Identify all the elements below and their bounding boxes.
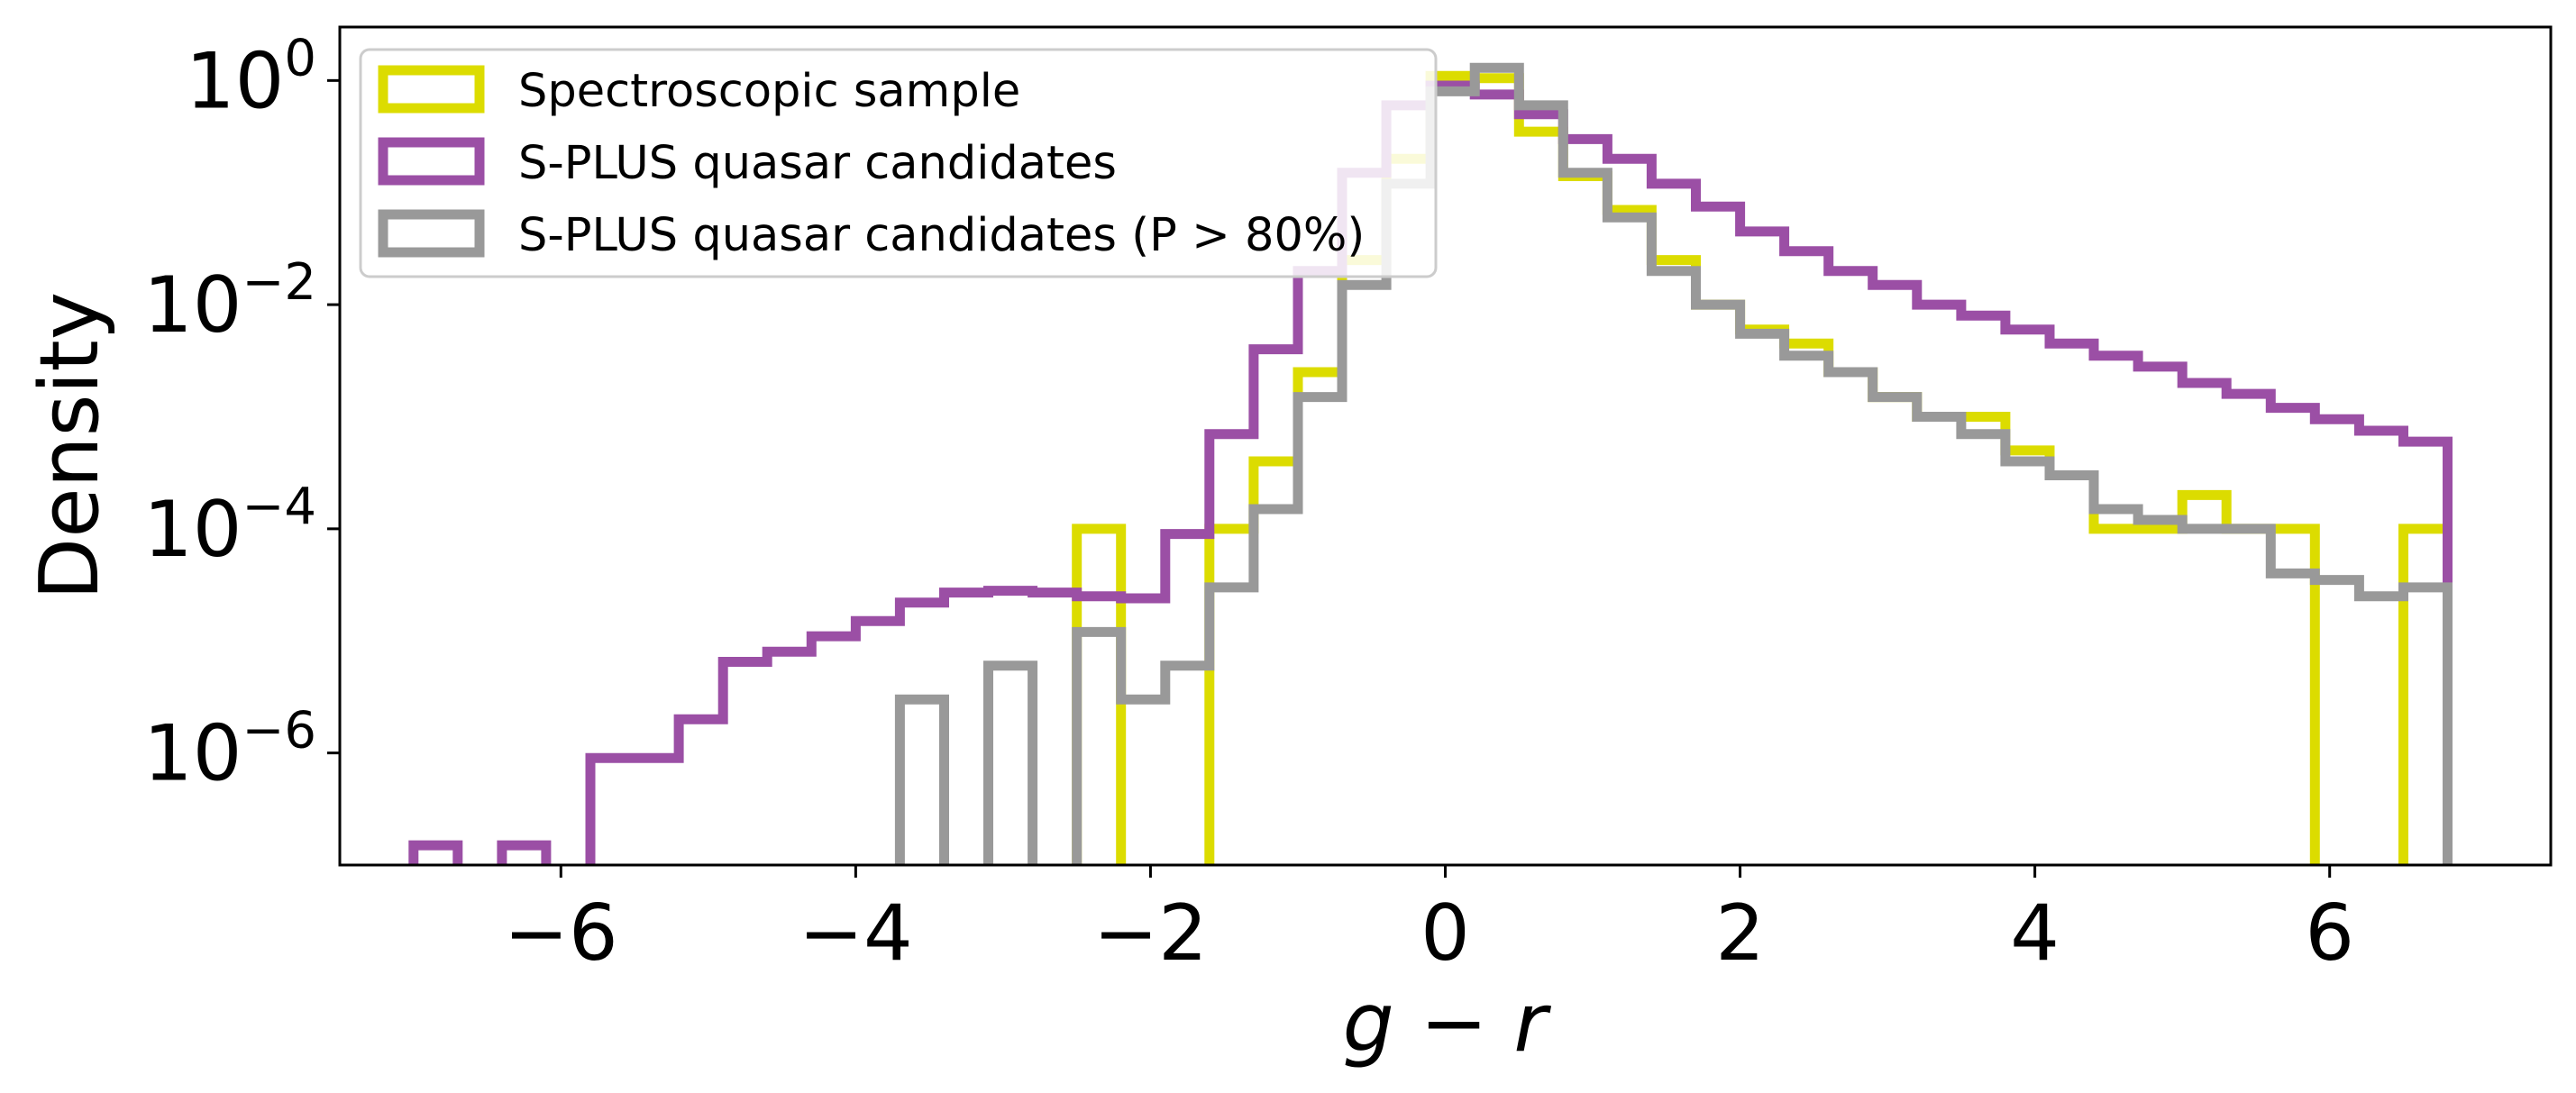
legend-swatch-splus: [378, 137, 485, 186]
legend-label-splus-p80: S-PLUS quasar candidates (P > 80%): [518, 209, 1365, 262]
legend-swatch-splus-p80: [378, 209, 485, 258]
x-axis-label: g − r: [1343, 976, 1552, 1070]
series-2-step-line: [894, 62, 2453, 865]
legend-swatch-spectroscopic: [378, 65, 485, 114]
y-tick-label: 100: [186, 29, 316, 126]
x-axis-ticks: −6 −4 −2 0 2 4 6: [504, 865, 2354, 979]
y-tick-label: 10−6: [143, 702, 316, 799]
legend-label-spectroscopic: Spectroscopic sample: [518, 65, 1020, 118]
y-tick-label: 10−2: [143, 253, 316, 351]
legend: Spectroscopic sample S-PLUS quasar candi…: [359, 48, 1438, 278]
y-axis-label: Density: [23, 292, 117, 600]
x-tick-label: 4: [2010, 888, 2060, 979]
y-axis-ticks: 100 10−2 10−4 10−6: [143, 29, 340, 799]
x-tick-label: 6: [2305, 888, 2354, 979]
x-tick-label: −6: [504, 888, 618, 979]
legend-label-splus: S-PLUS quasar candidates: [518, 137, 1117, 190]
legend-box: [359, 48, 1438, 278]
x-tick-label: 2: [1715, 888, 1765, 979]
x-tick-label: 0: [1420, 888, 1470, 979]
x-tick-label: −2: [1093, 888, 1208, 979]
y-tick-label: 10−4: [143, 478, 316, 575]
x-tick-label: −4: [799, 888, 913, 979]
